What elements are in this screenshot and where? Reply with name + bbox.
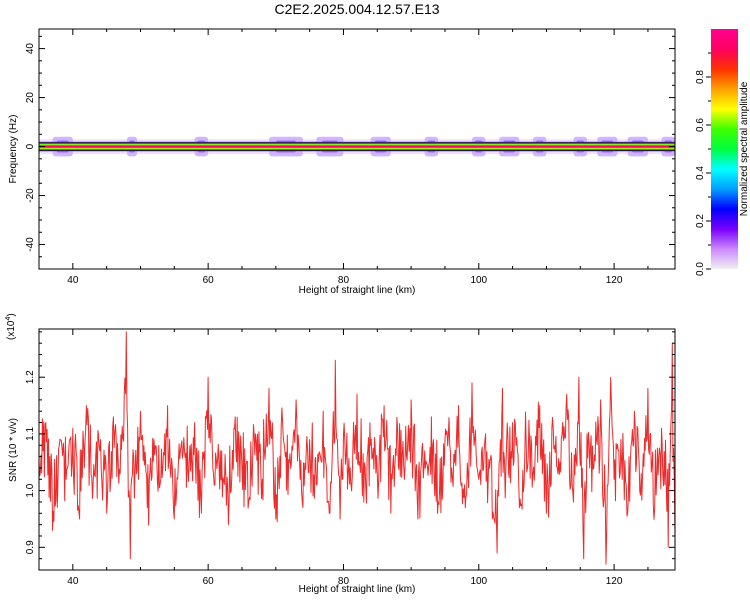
spectrogram-y-tick-label: -20 (25, 188, 36, 203)
snr-x-tick-label: 120 (606, 576, 623, 587)
snr-x-label: Height of straight line (km) (299, 584, 416, 595)
colorbar-tick-label: 0.8 (695, 70, 706, 84)
snr-x-tick-label: 60 (203, 576, 215, 587)
colorbar-tick-label: 0.0 (695, 262, 706, 276)
spectrogram-x-tick-label: 40 (67, 275, 79, 286)
svg-text:(x104): (x104) (5, 313, 17, 340)
spectrogram-y-tick-label: 20 (25, 92, 36, 104)
snr-y-tick-label: 1.1 (25, 427, 36, 441)
snr-multiplier-close: ) (6, 313, 17, 316)
snr-y-tick-label: 1.0 (25, 483, 36, 497)
figure-title: C2E2.2025.004.12.57.E13 (274, 1, 439, 17)
spectrogram-x-tick-label: 120 (606, 275, 623, 286)
snr-x-tick-label: 40 (67, 576, 79, 587)
snr-x-tick-label: 100 (470, 576, 487, 587)
spectrogram-x-tick-label: 60 (203, 275, 215, 286)
spectrogram-y-tick-label: 0 (25, 143, 36, 149)
colorbar-label: Normalized spectral amplitude (739, 81, 750, 216)
spectrogram-content (39, 137, 675, 157)
spectrogram-x-tick-label: 100 (470, 275, 487, 286)
colorbar-tick-label: 0.4 (695, 166, 706, 180)
spectrogram-x-label: Height of straight line (km) (299, 285, 416, 296)
snr-y-tick-label: 0.9 (25, 540, 36, 554)
snr-multiplier: (x104) (5, 313, 17, 340)
spectrogram-band-layer (39, 146, 675, 147)
spectrogram-y-tick-label: -40 (25, 237, 36, 252)
snr-panel: 40 60 80 100 120 0.91.01.11.2 Height of stra… (5, 313, 675, 595)
snr-multiplier-base: (x10 (6, 320, 17, 340)
colorbar: 0.0 0.2 0.4 0.6 0.8 Normalized spectral ampl… (695, 29, 750, 276)
colorbar-tick-label: 0.2 (695, 214, 706, 228)
snr-y-label: SNR (10 * v/v) (8, 418, 19, 482)
colorbar-gradient (711, 29, 738, 269)
colorbar-tick-label: 0.6 (695, 118, 706, 132)
spectrogram-y-label: Frequency (Hz) (8, 115, 19, 184)
colorbar-axis: 0.0 0.2 0.4 0.6 0.8 (695, 53, 711, 276)
snr-y-tick-label: 1.2 (25, 370, 36, 384)
spectrogram-y-tick-label: 40 (25, 43, 36, 55)
